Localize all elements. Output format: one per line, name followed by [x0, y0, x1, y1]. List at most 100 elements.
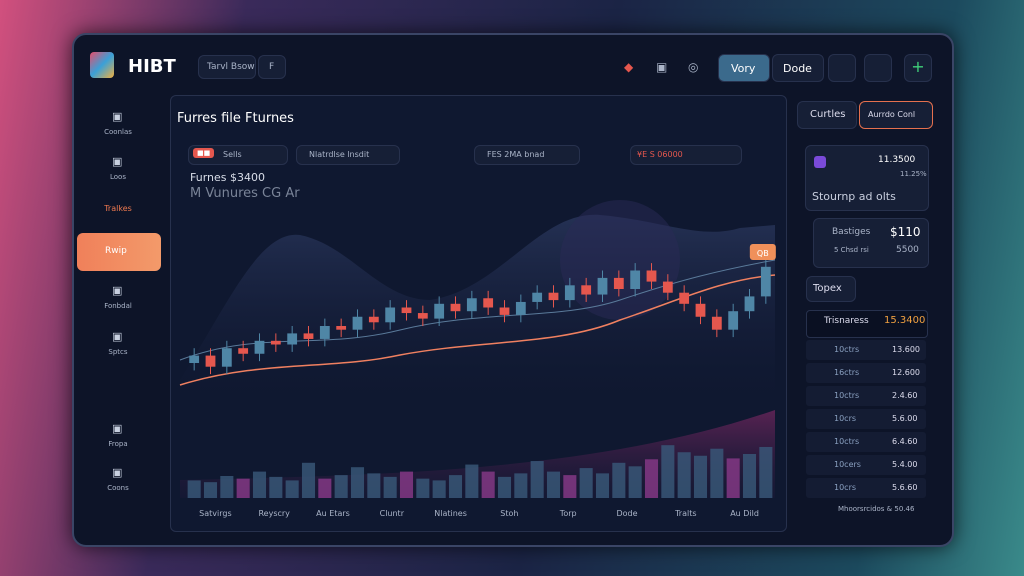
volume-bar	[203, 482, 218, 498]
volume-bar	[269, 476, 283, 498]
table-cell: 5.6.00	[892, 414, 918, 423]
tab-label: Curtles	[810, 109, 846, 120]
x-tick-label: Dode	[616, 509, 637, 518]
section-label: Topex	[813, 283, 842, 294]
volume-bar	[448, 475, 463, 498]
volume-bar	[334, 475, 348, 498]
candle-body	[728, 311, 739, 330]
volume-bar	[677, 452, 691, 498]
candle-body	[336, 326, 347, 330]
logo: HIBT	[128, 56, 176, 77]
candle-body	[679, 292, 690, 304]
candle-body	[532, 292, 543, 302]
candle-body	[483, 298, 494, 308]
table-cell: 13.600	[892, 345, 920, 354]
candle-body	[401, 307, 412, 314]
search-text: Tarvl Bsow	[207, 62, 255, 72]
volume-bar	[514, 473, 528, 498]
button-label: Dode	[783, 62, 812, 75]
volume-bar	[432, 480, 446, 498]
volume-bar	[187, 480, 201, 498]
table-row	[806, 432, 926, 452]
table-cell: 5.4.00	[892, 460, 918, 469]
volume-bar	[367, 473, 381, 498]
active-nav[interactable]: Rwip	[77, 233, 161, 271]
candle-body	[646, 270, 657, 282]
table-cell: 16ctrs	[834, 368, 860, 377]
candle-body	[205, 355, 216, 367]
table-cell: 2.4.60	[892, 391, 918, 400]
table-cell: 10ctrs	[834, 345, 860, 354]
candle-body	[287, 333, 298, 345]
card: Bastiges $110 5 Chsd rsi 5500	[813, 218, 929, 268]
section[interactable]: Topex	[806, 276, 856, 302]
button[interactable]: Dode	[772, 54, 824, 82]
candle-body	[597, 277, 608, 295]
button[interactable]: Vory	[718, 54, 770, 82]
table-cell: 10ctrs	[834, 391, 860, 400]
x-tick-label: Satvirgs	[199, 509, 231, 518]
nav-label: Rwip	[105, 246, 127, 256]
icon-button[interactable]	[828, 54, 856, 82]
candle-body	[368, 316, 379, 323]
icon[interactable]: ◎	[688, 60, 699, 74]
volume-bar	[285, 480, 299, 498]
volume-bar	[579, 468, 593, 498]
search[interactable]: Tarvl Bsow	[198, 55, 256, 79]
volume-bar	[628, 466, 642, 498]
chip-label: ¥E S 06000	[637, 150, 683, 159]
card-sub-value: 5500	[896, 245, 919, 255]
card-label: Stournp ad olts	[812, 190, 896, 203]
candle-body	[630, 270, 641, 289]
candle-body	[270, 340, 281, 345]
volume-bar	[644, 459, 659, 498]
icon[interactable]: ◆	[624, 60, 634, 74]
volume-bar	[546, 471, 561, 498]
x-tick-label: Stoh	[500, 509, 518, 518]
icon[interactable]: ▣	[656, 60, 668, 74]
table-row	[806, 363, 926, 383]
candle-body	[450, 303, 461, 312]
table-row	[806, 340, 926, 360]
add-button[interactable]: +	[904, 54, 932, 82]
card-change: 11.25%	[900, 170, 927, 178]
icon-button[interactable]	[864, 54, 892, 82]
tab[interactable]: Aurrdo Conl	[859, 101, 933, 129]
nav-label: Tralkes	[104, 204, 132, 213]
card-value: 11.3500	[878, 155, 916, 165]
table-cell: 12.600	[892, 368, 920, 377]
volume-bar	[530, 461, 544, 498]
tab[interactable]: Curtles	[797, 101, 857, 129]
x-tick-label: Reyscry	[258, 509, 290, 518]
volume-bar	[236, 478, 250, 498]
subtitle: M Vunures CG Ar	[190, 186, 300, 201]
nav-label: Loos	[110, 173, 126, 181]
candle-body	[466, 298, 477, 312]
chip[interactable]: ■■ Sells	[188, 145, 288, 165]
candle-body	[760, 266, 771, 297]
volume-bar	[416, 478, 430, 498]
candle-body	[221, 348, 232, 367]
price: Furnes $3400	[190, 171, 265, 184]
volume-bar	[383, 476, 397, 498]
search-key[interactable]: F	[258, 55, 286, 79]
candle-body	[417, 313, 428, 319]
volume-bar	[693, 455, 708, 498]
volume-bar	[399, 471, 414, 498]
candle-body	[319, 326, 330, 339]
chip[interactable]: FES 2MA bnad	[474, 145, 580, 165]
candle-body	[613, 277, 624, 289]
table-row	[806, 409, 926, 429]
x-tick-label: Au Etars	[316, 509, 350, 518]
volume-bar	[595, 473, 610, 498]
card-label: Bastiges	[832, 227, 871, 237]
table-footer: Mhoorsrcidos & 50.46	[838, 505, 915, 513]
candle-body	[564, 285, 575, 301]
chip[interactable]: Nlatrdlse lnsdit	[296, 145, 400, 165]
volume-area	[180, 410, 775, 498]
key: F	[269, 62, 275, 72]
chip[interactable]: ¥E S 06000	[630, 145, 742, 165]
nav-label: Fropa	[108, 440, 128, 448]
candle-body	[515, 301, 526, 315]
